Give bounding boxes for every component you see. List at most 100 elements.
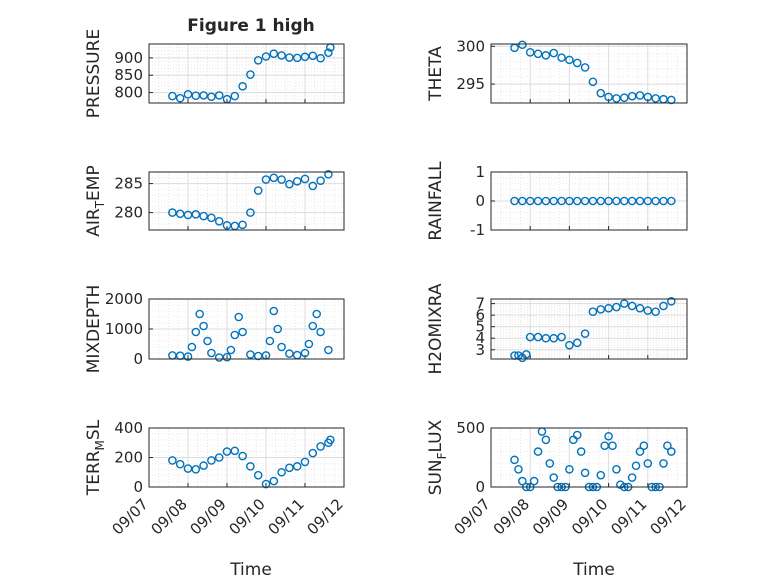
y-axis-label-pressure: PRESSURE bbox=[84, 29, 104, 118]
data-point-sun-flux bbox=[541, 435, 551, 445]
data-point-mixdepth bbox=[203, 336, 212, 346]
data-point-h2omixra bbox=[667, 297, 676, 306]
data-point-h2omixra bbox=[619, 299, 629, 308]
data-point-air-temp bbox=[308, 181, 318, 191]
data-point-theta bbox=[565, 55, 574, 65]
data-point-pressure bbox=[246, 70, 255, 79]
data-point-terr-msl bbox=[191, 464, 201, 474]
data-point-theta bbox=[533, 49, 543, 59]
data-point-sun-flux bbox=[627, 473, 637, 482]
data-point-terr-msl bbox=[199, 461, 208, 470]
data-point-terr-msl bbox=[277, 467, 286, 477]
y-tick-label: 0 bbox=[475, 478, 485, 496]
y-tick-label: 850 bbox=[114, 66, 143, 84]
y-axis-label-theta: THETA bbox=[426, 46, 446, 102]
y-axis-label-mixdepth: MIXDEPTH bbox=[84, 285, 104, 374]
figure-title: Figure 1 high bbox=[187, 16, 315, 36]
data-point-air-temp bbox=[207, 213, 216, 223]
y-tick-label: 5 bbox=[475, 318, 485, 336]
data-point-pressure bbox=[316, 53, 325, 63]
data-point-h2omixra bbox=[635, 303, 645, 313]
data-point-sun-flux bbox=[549, 473, 559, 482]
data-point-theta bbox=[619, 93, 629, 103]
data-point-terr-msl bbox=[285, 463, 294, 473]
data-point-air-temp bbox=[269, 173, 279, 183]
y-tick-label: 7 bbox=[475, 295, 485, 313]
data-point-pressure bbox=[214, 91, 224, 100]
data-point-pressure bbox=[199, 91, 208, 100]
y-tick-label: 200 bbox=[114, 449, 143, 467]
data-point-pressure bbox=[207, 92, 216, 102]
data-point-air-temp bbox=[292, 176, 302, 186]
data-point-terr-msl bbox=[308, 448, 318, 458]
data-point-air-temp bbox=[168, 208, 177, 217]
axes-box-theta bbox=[490, 43, 688, 104]
axes-box-air-temp bbox=[148, 171, 345, 231]
data-point-terr-msl bbox=[175, 459, 185, 469]
y-tick-label: 500 bbox=[456, 419, 485, 437]
y-tick-label: 285 bbox=[114, 175, 143, 193]
y-tick-label: 0 bbox=[475, 192, 485, 210]
data-point-h2omixra bbox=[643, 306, 653, 315]
data-point-theta bbox=[518, 40, 527, 50]
data-point-mixdepth bbox=[234, 312, 243, 322]
y-tick-label: 280 bbox=[114, 204, 143, 222]
y-tick-label: 800 bbox=[114, 84, 143, 102]
x-tick-label: 09/08 bbox=[490, 495, 533, 538]
data-point-pressure bbox=[277, 51, 286, 60]
data-point-sun-flux bbox=[608, 441, 617, 451]
data-point-air-temp bbox=[214, 216, 224, 226]
data-point-h2omixra bbox=[596, 305, 606, 314]
data-point-mixdepth bbox=[191, 327, 201, 337]
data-point-sun-flux bbox=[572, 430, 582, 440]
data-point-theta bbox=[557, 53, 566, 62]
data-point-mixdepth bbox=[207, 348, 216, 358]
data-point-theta bbox=[667, 95, 676, 105]
axes-box-h2omixra bbox=[490, 298, 688, 360]
data-point-h2omixra bbox=[651, 307, 660, 316]
data-point-air-temp bbox=[261, 175, 271, 184]
data-point-mixdepth bbox=[222, 352, 232, 362]
data-point-theta bbox=[604, 92, 613, 102]
data-point-h2omixra bbox=[612, 302, 621, 312]
data-point-pressure bbox=[238, 82, 247, 91]
y-tick-label: 1 bbox=[475, 163, 485, 181]
data-point-h2omixra bbox=[549, 333, 559, 343]
data-point-terr-msl bbox=[269, 476, 279, 486]
data-point-h2omixra bbox=[588, 307, 598, 316]
x-tick-label: 09/07 bbox=[109, 495, 152, 538]
data-point-air-temp bbox=[316, 176, 325, 185]
axes-box-rainfall bbox=[490, 171, 688, 231]
data-point-terr-msl bbox=[261, 479, 271, 489]
data-point-sun-flux bbox=[659, 459, 668, 468]
data-point-h2omixra bbox=[572, 338, 582, 348]
data-point-mixdepth bbox=[226, 345, 236, 355]
data-point-sun-flux bbox=[529, 476, 539, 486]
data-point-rainfall bbox=[667, 196, 676, 206]
data-point-theta bbox=[580, 63, 590, 72]
data-point-terr-msl bbox=[292, 462, 302, 471]
data-point-air-temp bbox=[175, 209, 185, 219]
data-point-terr-msl bbox=[238, 451, 247, 461]
data-point-sun-flux bbox=[631, 461, 641, 471]
y-axis-label-h2omixra: H2OMIXRA bbox=[426, 283, 446, 374]
x-tick-label: 09/10 bbox=[226, 495, 269, 538]
axes-box-terr-msl bbox=[148, 427, 345, 488]
data-point-h2omixra bbox=[557, 332, 566, 342]
y-tick-label: 295 bbox=[456, 75, 485, 93]
data-point-pressure bbox=[168, 91, 177, 101]
data-point-air-temp bbox=[277, 175, 286, 184]
data-point-mixdepth bbox=[308, 321, 318, 331]
y-tick-label: 0 bbox=[133, 350, 143, 368]
data-point-pressure bbox=[261, 52, 271, 61]
data-point-h2omixra bbox=[604, 303, 613, 313]
axes-box-mixdepth bbox=[148, 298, 345, 360]
data-point-theta bbox=[651, 94, 660, 103]
data-point-sun-flux bbox=[518, 476, 527, 486]
data-point-pressure bbox=[230, 91, 240, 101]
data-point-theta bbox=[643, 92, 653, 102]
data-point-sun-flux bbox=[663, 441, 672, 451]
y-axis-label-terr-msl: TERRMSL bbox=[84, 419, 107, 496]
data-point-air-temp bbox=[238, 220, 247, 230]
x-tick-label: 09/09 bbox=[529, 495, 572, 538]
